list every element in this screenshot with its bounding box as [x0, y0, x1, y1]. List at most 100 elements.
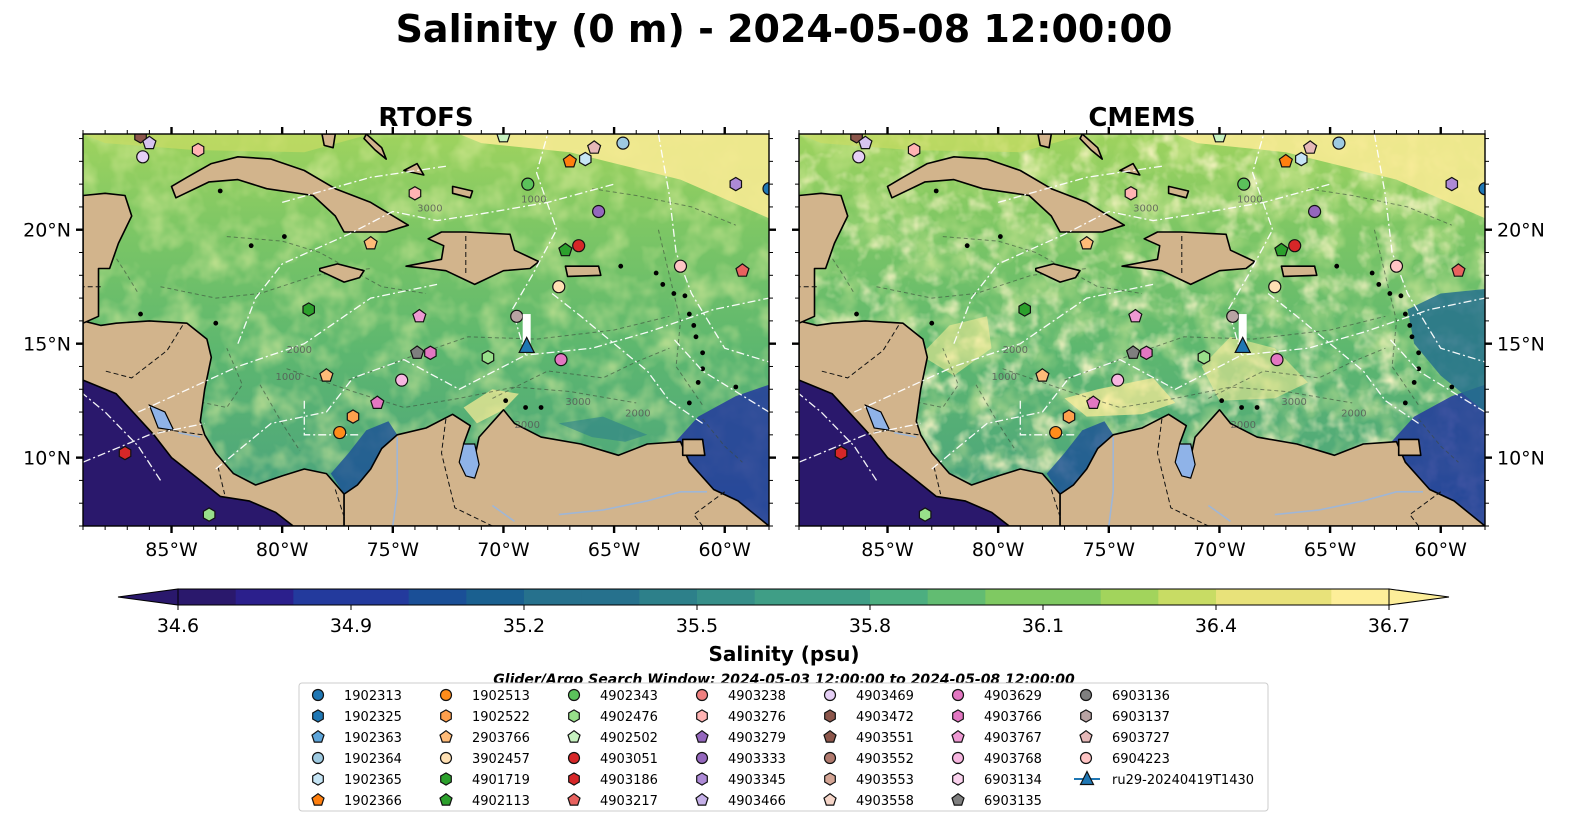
land-cuba	[170, 156, 410, 233]
argo-float-marker	[1445, 176, 1459, 192]
orinoco-plume	[669, 384, 769, 526]
island	[248, 243, 254, 249]
legend-entry: 1902325	[312, 709, 402, 725]
bathymetry-contour	[975, 384, 1017, 452]
legend-entry: 4903279	[695, 729, 786, 746]
land-cuba	[886, 156, 1126, 233]
legend-label: 1902325	[344, 710, 402, 725]
argo-float-marker	[136, 150, 150, 164]
legend-label: 1902313	[344, 689, 402, 704]
argo-float-marker	[424, 345, 437, 361]
argo-float-marker	[592, 204, 606, 219]
argo-float-marker	[572, 239, 586, 253]
high-salinity-region	[1175, 134, 1485, 219]
argo-float-marker	[1237, 177, 1251, 191]
river	[894, 431, 917, 438]
land-jamaica	[319, 263, 365, 283]
argo-float-marker	[1226, 309, 1240, 323]
island	[660, 282, 666, 287]
circle-icon	[695, 688, 709, 702]
legend-box	[298, 682, 1269, 812]
legend-label: 3902457	[472, 752, 530, 767]
legend-label: 4903552	[856, 752, 914, 767]
contour-label: 2000	[1341, 409, 1366, 420]
argo-float-marker	[579, 151, 592, 167]
colorbar-tick-label: 35.8	[849, 615, 891, 637]
country-border	[440, 418, 493, 526]
colombia-plume	[1046, 421, 1114, 495]
legend: 1902313 1902325 1902363 1902364 1902365 19023…	[298, 682, 1269, 812]
land-puerto-rico	[564, 265, 602, 278]
legend-entry: 1902522	[440, 709, 530, 725]
legend-label: 4903629	[984, 689, 1042, 704]
lat-tick-label: 10°N	[23, 448, 71, 470]
legend-entry: 4903768	[951, 751, 1042, 767]
island	[1254, 405, 1260, 410]
legend-label: 4903276	[728, 710, 786, 725]
eez-boundary	[282, 165, 449, 204]
amazon-plume	[1407, 289, 1485, 412]
map-area: 1000 2000 1000 3000 2000 3000 2000	[83, 134, 769, 526]
glider-icon	[1079, 770, 1095, 786]
circle-icon	[695, 751, 709, 765]
panel-title: CMEMS	[1088, 103, 1195, 133]
legend-entry: 1902366	[311, 792, 402, 809]
colorbar-tick-label: 35.2	[503, 615, 545, 637]
legend-entry: 1902313	[311, 688, 402, 704]
contour-label: 1000	[276, 372, 301, 383]
contour-label: 1000	[1237, 194, 1262, 205]
legend-entry: 4902502	[567, 729, 658, 746]
land-jamaica	[1035, 263, 1081, 283]
lon-tick-label: 65°W	[1304, 539, 1357, 561]
legend-entry: 4903186	[568, 772, 658, 788]
land-bahamas-3	[1119, 162, 1141, 176]
bathymetry-contour	[657, 229, 704, 406]
island	[1409, 334, 1415, 340]
argo-float-marker	[481, 350, 495, 365]
argo-float-marker	[1270, 353, 1284, 367]
island	[854, 311, 859, 317]
eez-boundary	[854, 283, 1154, 413]
lat-tick-label: 20°N	[1497, 220, 1545, 242]
argo-float-marker	[586, 140, 602, 154]
country-border	[1156, 418, 1209, 526]
eez-boundary	[215, 297, 769, 470]
island	[964, 243, 970, 249]
legend-entry: 6903134	[952, 772, 1042, 788]
island	[653, 270, 659, 276]
eez-boundary	[237, 183, 615, 344]
country-border	[693, 491, 725, 526]
argo-float-marker	[616, 136, 630, 150]
legend-label: 1902363	[344, 731, 402, 746]
argo-float-marker	[762, 182, 769, 196]
country-border	[933, 466, 942, 495]
legend-label: 4903333	[728, 752, 786, 767]
argo-float-marker	[409, 345, 425, 359]
argo-float-marker	[558, 242, 573, 257]
argo-float-marker	[142, 135, 157, 150]
circle-icon	[951, 751, 965, 765]
legend-label: 6903727	[1112, 731, 1170, 746]
country-border	[217, 466, 226, 495]
lon-tick-label: 70°W	[477, 539, 530, 561]
legend-label: 4903767	[984, 731, 1042, 746]
pentagon-icon	[695, 729, 709, 743]
hexagon-icon	[824, 709, 836, 723]
coastal-high	[463, 389, 519, 424]
argo-float-marker	[346, 409, 360, 424]
pentagon-icon	[567, 729, 581, 743]
country-border	[334, 489, 345, 518]
argo-float-marker	[1062, 409, 1076, 424]
legend-entry: 1902513	[439, 688, 530, 704]
argo-float-marker	[319, 368, 334, 382]
legend-entry: 4903051	[567, 751, 658, 767]
eez-boundary	[138, 283, 438, 413]
island	[671, 291, 677, 296]
contour-label: 3000	[1281, 397, 1306, 408]
argo-float-marker	[729, 176, 743, 192]
lake-maracaibo	[1174, 443, 1196, 479]
land-bahamas-2	[1079, 134, 1103, 160]
lon-tick-label: 80°W	[972, 539, 1025, 561]
lon-tick-label: 65°W	[588, 539, 641, 561]
